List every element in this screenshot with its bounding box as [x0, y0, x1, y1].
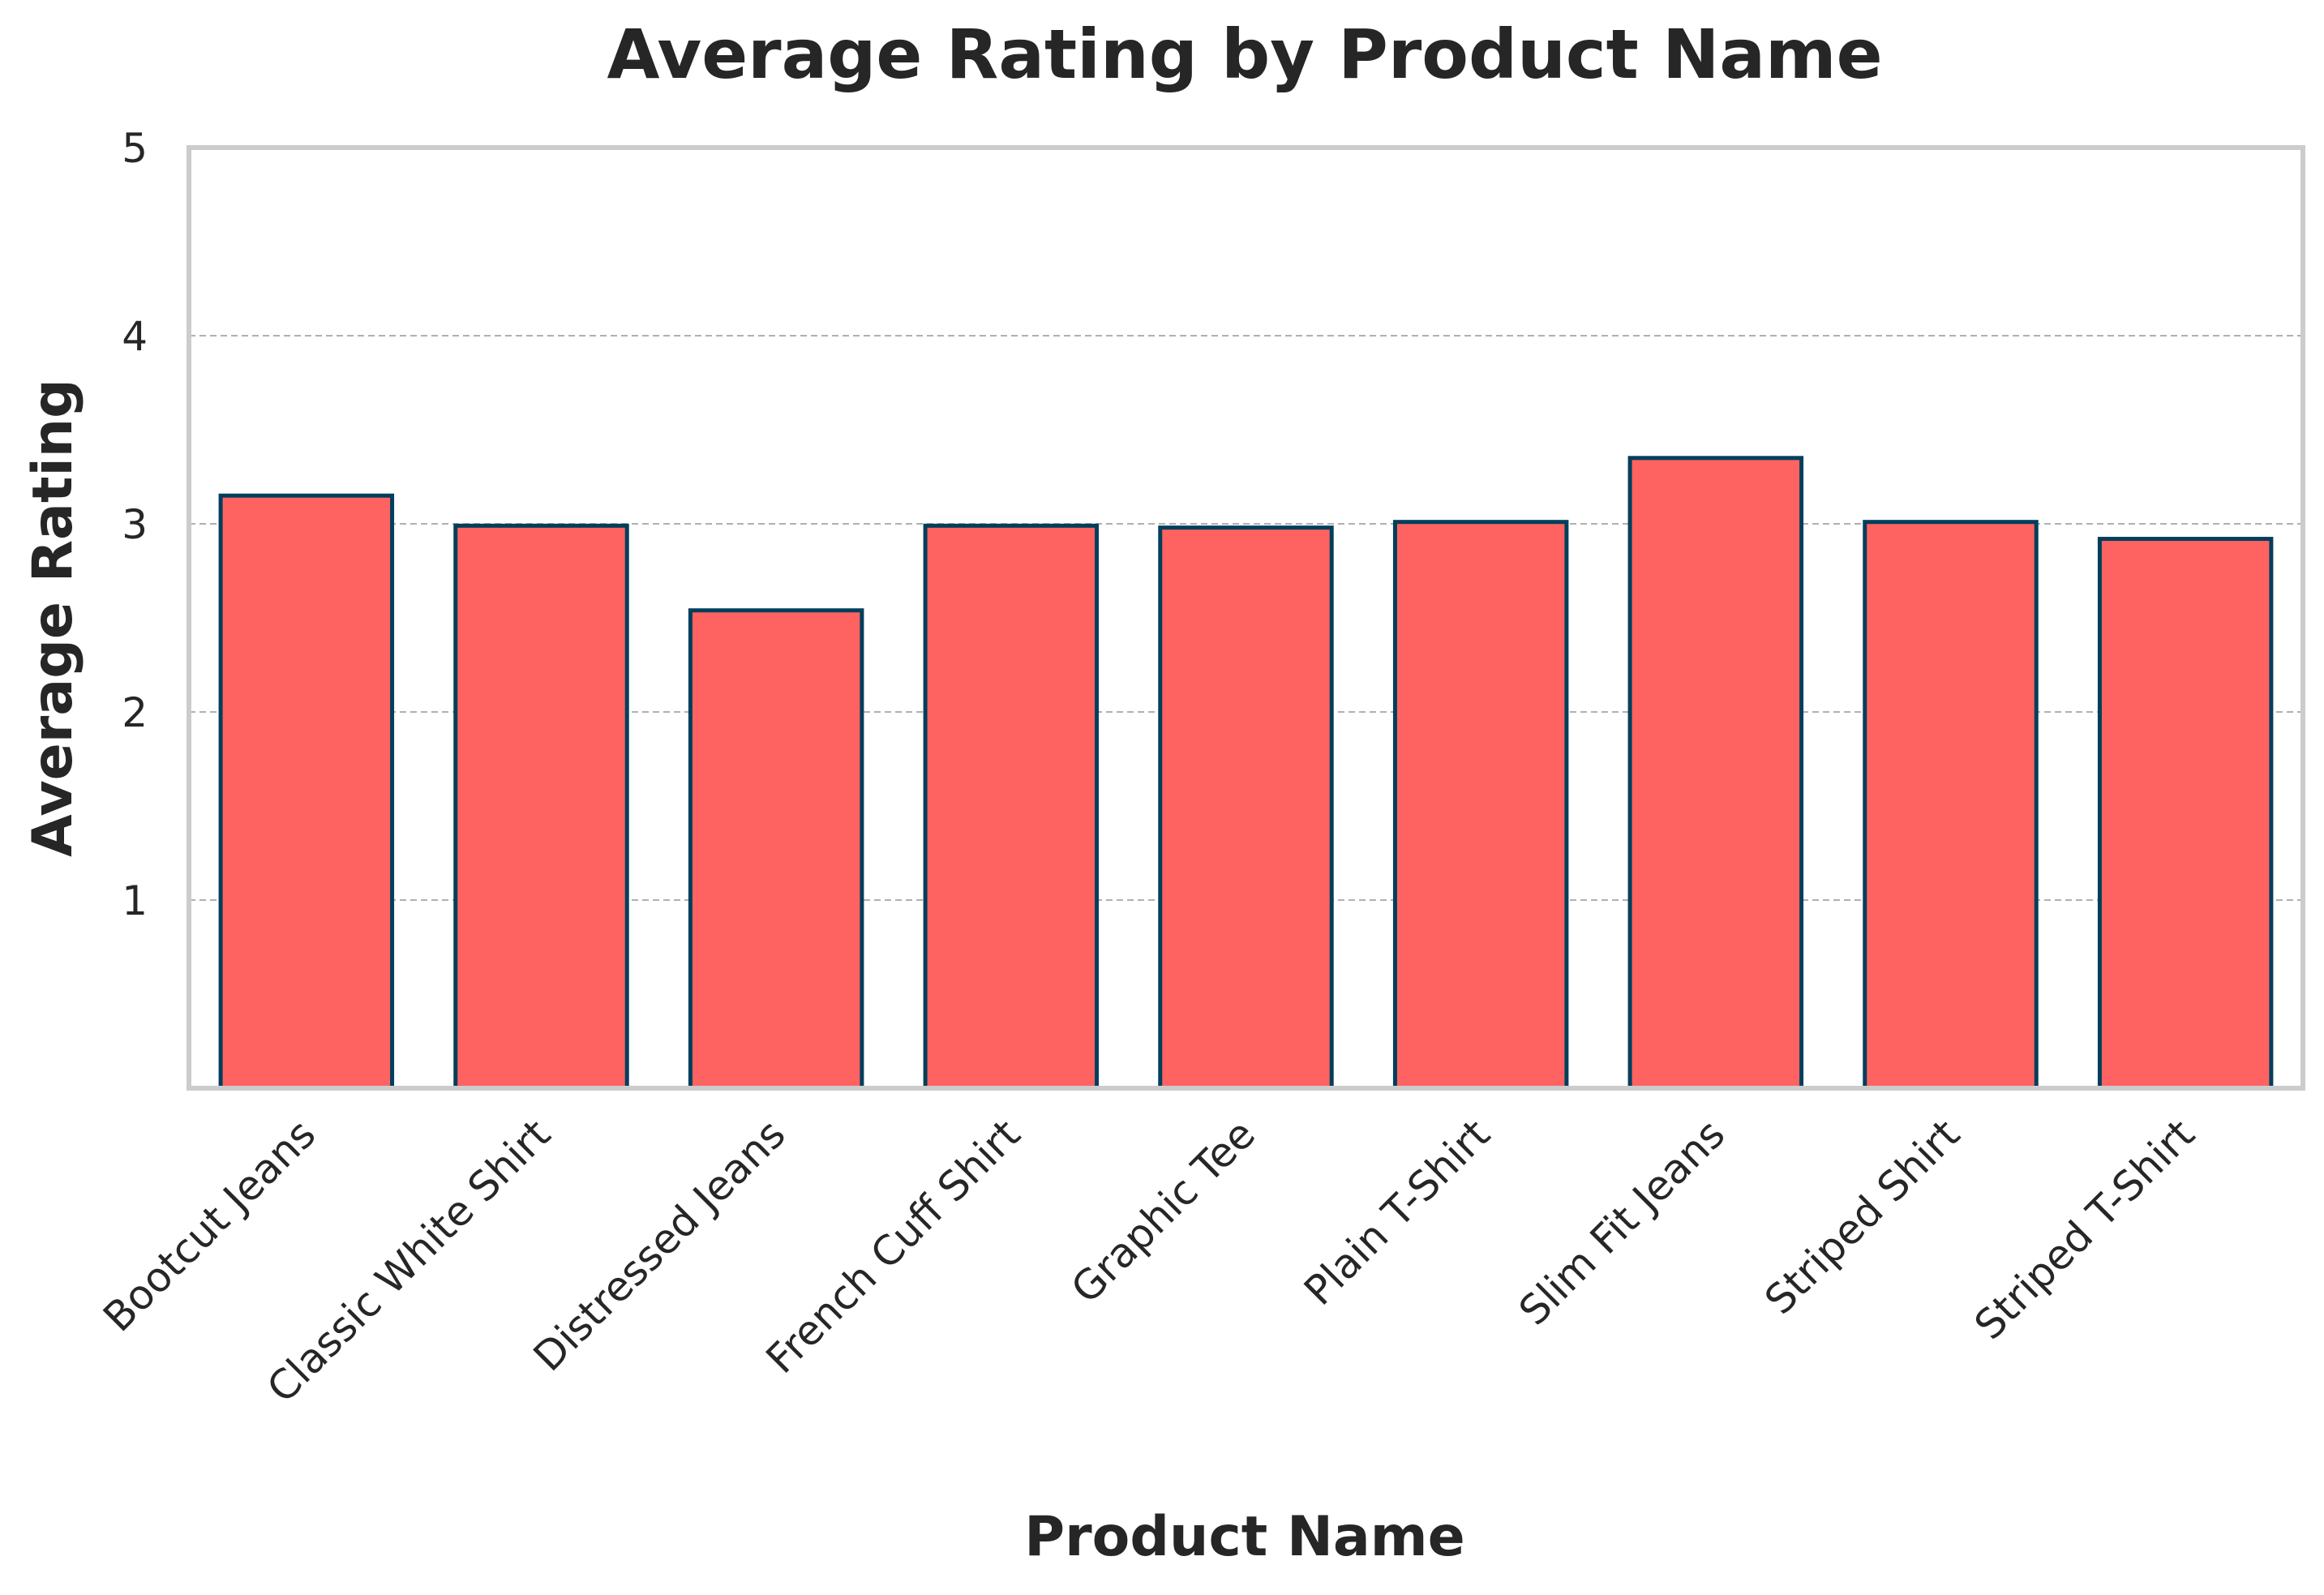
x-tick-label: Distressed Jeans	[525, 1110, 795, 1380]
bar	[1627, 456, 1804, 1091]
y-tick-label: 1	[122, 877, 148, 924]
bar	[2097, 537, 2274, 1091]
bar	[218, 493, 395, 1091]
plot-frame	[187, 145, 2305, 1091]
x-tick-label: French Cuff Shirt	[757, 1110, 1030, 1383]
bar	[923, 523, 1100, 1091]
y-axis-label: Average Rating	[21, 379, 85, 857]
x-tick-label: Bootcut Jeans	[94, 1110, 324, 1340]
bar	[1392, 520, 1569, 1091]
x-tick-label: Slim Fit Jeans	[1510, 1110, 1734, 1334]
y-tick-label: 2	[122, 689, 148, 736]
x-tick-label: Graphic Tee	[1062, 1110, 1264, 1312]
bar	[688, 608, 864, 1091]
y-tick-label: 3	[122, 501, 148, 548]
y-tick-label: 5	[122, 125, 148, 172]
bars	[218, 456, 2274, 1091]
y-tick-label: 4	[122, 313, 148, 360]
chart-title: Average Rating by Product Name	[607, 15, 1882, 94]
x-tick-label: Striped T-Shirt	[1966, 1110, 2204, 1348]
x-axis-label: Product Name	[1024, 1505, 1464, 1569]
bar	[453, 523, 629, 1091]
y-tick-labels: 1 2 3 4 5	[122, 125, 148, 924]
bar	[1863, 520, 2039, 1091]
x-tick-label: Plain T-Shirt	[1295, 1110, 1499, 1314]
bar	[1158, 525, 1334, 1091]
x-tick-label: Striped Shirt	[1756, 1110, 1969, 1323]
